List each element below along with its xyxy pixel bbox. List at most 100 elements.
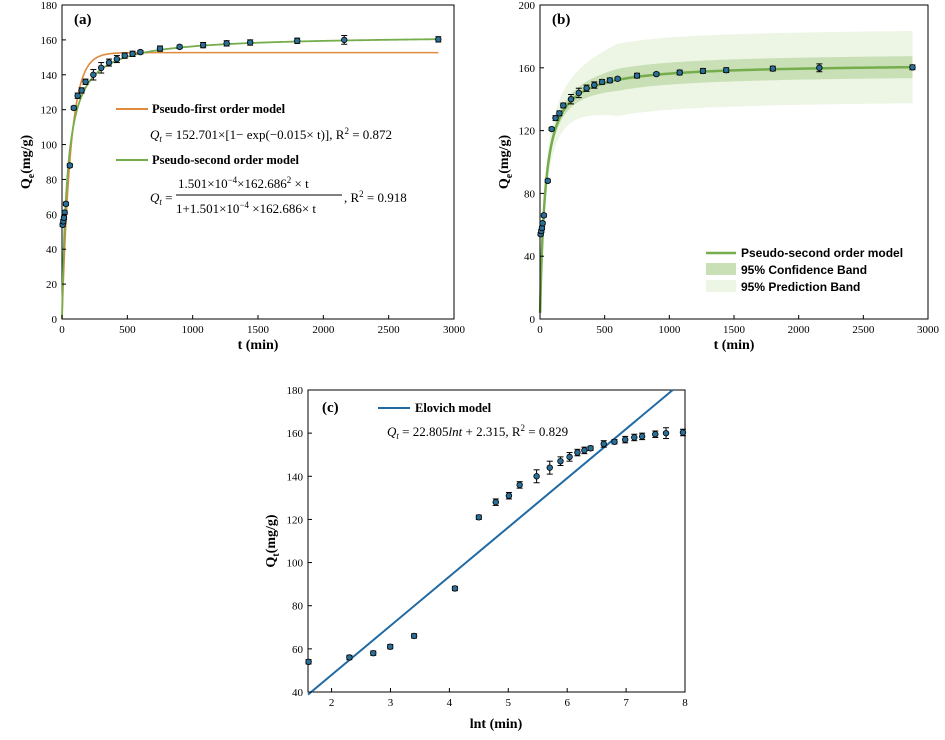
x-tick-label: 0 bbox=[59, 324, 65, 336]
data-point bbox=[560, 102, 567, 109]
panel-b-label: (b) bbox=[552, 12, 570, 28]
data-point bbox=[633, 72, 641, 79]
panel-a-label: (a) bbox=[74, 12, 92, 28]
data-point bbox=[574, 449, 581, 456]
y-tick-label: 80 bbox=[46, 174, 58, 186]
panel-a-x-axis-label: t (min) bbox=[238, 338, 279, 353]
data-point bbox=[816, 64, 823, 71]
data-point bbox=[611, 438, 618, 445]
data-point bbox=[129, 50, 136, 58]
x-tick-label: 1000 bbox=[658, 324, 681, 336]
data-point bbox=[540, 212, 548, 219]
data-point bbox=[435, 36, 442, 43]
data-point bbox=[548, 125, 555, 133]
legend-b-prediction-swatch bbox=[706, 280, 736, 292]
svg-text:Qt =: Qt = bbox=[150, 190, 173, 207]
data-point bbox=[60, 214, 68, 222]
data-point bbox=[223, 40, 230, 47]
data-point bbox=[566, 453, 573, 461]
data-point bbox=[638, 433, 646, 440]
data-point bbox=[567, 95, 575, 103]
y-tick-label: 200 bbox=[519, 0, 536, 12]
x-tick-label: 2000 bbox=[788, 324, 811, 336]
x-tick-label: 2000 bbox=[312, 324, 335, 336]
x-tick-label: 2 bbox=[329, 697, 335, 709]
panel-a: 0 500 1000 1500 2000 2500 3000 0 20 40 60 80 100 120… bbox=[19, 0, 466, 353]
data-point bbox=[614, 75, 621, 82]
data-point bbox=[652, 431, 659, 438]
pso-equation: Qt = 1.501×10−4×162.6862 × t 1+1.501×10−… bbox=[150, 175, 407, 216]
panel-a-y-axis-label: Qe(mg/g) bbox=[19, 135, 37, 190]
y-tick-label: 160 bbox=[41, 35, 58, 47]
y-tick-label: 0 bbox=[52, 314, 58, 326]
data-point bbox=[137, 48, 144, 56]
y-tick-label: 120 bbox=[519, 126, 536, 138]
data-point bbox=[676, 69, 683, 76]
y-tick-label: 40 bbox=[46, 244, 58, 256]
data-point bbox=[600, 440, 607, 448]
data-point bbox=[533, 473, 540, 480]
x-tick-label: 8 bbox=[682, 697, 688, 709]
data-point bbox=[516, 481, 523, 489]
data-point bbox=[583, 85, 590, 92]
y-tick-label: 60 bbox=[292, 644, 304, 656]
data-point bbox=[587, 445, 594, 452]
data-point bbox=[699, 67, 707, 75]
data-point bbox=[113, 55, 121, 63]
panel-b: 0 500 1000 1500 2000 2500 3000 04080120160200 … bbox=[497, 0, 940, 353]
data-point bbox=[769, 65, 776, 72]
svg-text:1.501×10−4×162.6862 × t: 1.501×10−4×162.6862 × t bbox=[178, 175, 309, 191]
data-point bbox=[121, 52, 128, 59]
data-point bbox=[475, 514, 483, 521]
data-point bbox=[679, 429, 687, 436]
panel-c: 2 3 4 5 6 7 8 40 60 80 100 120 140 160 180 (c) lnt (m… bbox=[264, 385, 688, 732]
y-tick-label: 80 bbox=[524, 188, 536, 200]
x-tick-label: 0 bbox=[537, 324, 543, 336]
panel-c-label: (c) bbox=[322, 400, 339, 416]
y-tick-label: 100 bbox=[287, 558, 304, 570]
data-point bbox=[606, 77, 614, 84]
x-tick-label: 2500 bbox=[378, 324, 401, 336]
data-point bbox=[539, 220, 546, 227]
data-point bbox=[723, 66, 730, 74]
data-point bbox=[552, 114, 559, 122]
data-point bbox=[70, 104, 77, 112]
legend-b-prediction-label: 95% Prediction Band bbox=[741, 280, 860, 294]
x-tick-label: 500 bbox=[119, 324, 136, 336]
y-tick-label: 160 bbox=[519, 63, 536, 75]
data-point bbox=[653, 70, 660, 78]
svg-text:1+1.501×10−4 ×162.686× t: 1+1.501×10−4 ×162.686× t bbox=[176, 200, 316, 216]
data-point bbox=[544, 177, 551, 185]
data-point bbox=[557, 457, 564, 465]
x-tick-label: 1500 bbox=[247, 324, 270, 336]
y-tick-label: 100 bbox=[41, 140, 58, 152]
y-tick-label: 140 bbox=[287, 471, 304, 483]
panel-c-y-axis-label: Qt(mg/g) bbox=[264, 514, 282, 567]
panel-c-frame bbox=[307, 389, 686, 693]
x-tick-label: 500 bbox=[596, 324, 613, 336]
data-point bbox=[176, 43, 183, 51]
data-point bbox=[546, 464, 553, 471]
svg-text:, R2 = 0.918: , R2 = 0.918 bbox=[344, 189, 407, 205]
y-tick-label: 40 bbox=[292, 687, 304, 699]
data-point bbox=[66, 162, 74, 169]
data-point bbox=[451, 585, 459, 592]
x-tick-label: 7 bbox=[623, 697, 629, 709]
data-point bbox=[575, 89, 582, 97]
x-tick-label: 4 bbox=[447, 697, 453, 709]
data-point bbox=[631, 434, 638, 441]
legend-elovich-label: Elovich model bbox=[415, 401, 492, 415]
panel-b-y-axis-label: Qe(mg/g) bbox=[497, 135, 515, 190]
legend-b-confidence-label: 95% Confidence Band bbox=[741, 263, 867, 277]
x-tick-label: 5 bbox=[506, 697, 512, 709]
data-point bbox=[591, 81, 598, 89]
pso-model-curve bbox=[538, 65, 913, 313]
y-tick-label: 80 bbox=[292, 601, 304, 613]
data-point bbox=[156, 45, 164, 52]
y-tick-label: 40 bbox=[524, 251, 536, 263]
data-point bbox=[556, 110, 563, 117]
prediction-band bbox=[540, 31, 913, 320]
data-point bbox=[581, 447, 588, 454]
x-tick-label: 3000 bbox=[443, 324, 466, 336]
